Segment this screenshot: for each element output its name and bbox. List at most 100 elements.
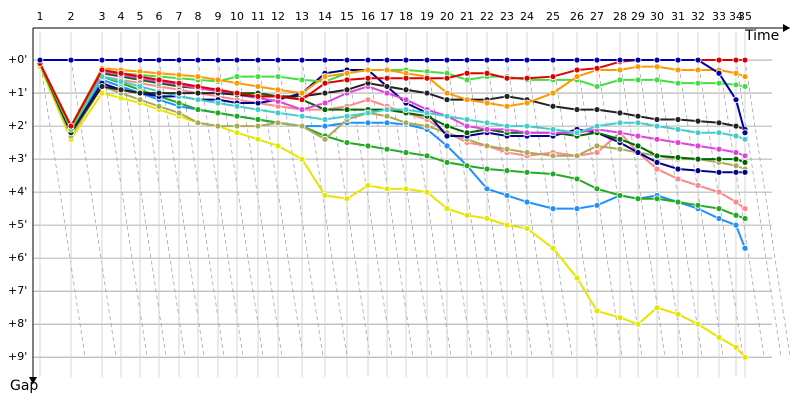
data-point <box>175 109 183 117</box>
data-point <box>523 56 531 64</box>
lap-line <box>466 60 513 358</box>
y-tick-label: +4' <box>8 185 27 198</box>
data-point <box>732 132 740 140</box>
data-point <box>694 182 702 189</box>
data-point <box>175 79 183 87</box>
data-point <box>694 201 702 209</box>
data-point <box>674 198 682 206</box>
data-point <box>593 149 601 156</box>
data-point <box>463 122 471 130</box>
lap-line <box>217 60 264 358</box>
x-tick-label: 35 <box>738 10 752 23</box>
data-point <box>715 168 723 176</box>
x-tick-label: 29 <box>631 10 645 23</box>
data-point <box>233 112 241 120</box>
data-point <box>98 56 106 64</box>
data-point <box>463 96 471 104</box>
data-point <box>383 145 391 153</box>
data-point <box>423 188 431 196</box>
data-point <box>634 76 642 84</box>
data-point <box>67 56 75 64</box>
data-point <box>254 92 262 100</box>
data-point <box>694 66 702 74</box>
data-point <box>653 122 661 130</box>
lap-line <box>277 60 324 358</box>
data-point <box>732 221 740 229</box>
data-point <box>634 149 642 156</box>
data-point <box>155 102 163 110</box>
data-point <box>732 122 740 130</box>
data-point <box>383 106 391 113</box>
data-point <box>732 155 740 163</box>
y-tick-label: +2' <box>8 119 27 132</box>
data-point <box>343 106 351 113</box>
data-point <box>443 159 451 166</box>
data-point <box>298 76 306 84</box>
data-point <box>634 56 642 64</box>
x-tick-label: 30 <box>650 10 664 23</box>
data-point <box>593 185 601 193</box>
data-point <box>573 56 581 64</box>
data-point <box>694 142 702 150</box>
data-point <box>117 56 125 64</box>
lap-line <box>506 60 553 358</box>
data-point <box>616 66 624 74</box>
lap-line <box>637 60 684 358</box>
x-tick-label: 19 <box>420 10 434 23</box>
data-point <box>194 89 202 97</box>
lap-line <box>101 60 148 358</box>
data-point <box>523 122 531 130</box>
data-point <box>214 56 222 64</box>
data-point <box>741 159 749 166</box>
data-point <box>616 145 624 153</box>
data-point <box>674 175 682 183</box>
lap-line <box>178 60 225 358</box>
x-tick-label: 24 <box>520 10 534 23</box>
data-point <box>741 215 749 222</box>
lap-line <box>596 60 643 358</box>
x-tick-label: 17 <box>380 10 394 23</box>
data-point <box>593 201 601 209</box>
data-point <box>549 56 557 64</box>
data-point <box>483 56 491 64</box>
data-point <box>443 89 451 97</box>
data-point <box>274 86 282 94</box>
data-point <box>573 152 581 160</box>
data-point <box>155 89 163 97</box>
x-tick-label: 12 <box>271 10 285 23</box>
lap-line <box>257 60 304 358</box>
data-point <box>483 125 491 133</box>
x-tick-label: 6 <box>156 10 163 23</box>
data-point <box>298 112 306 120</box>
data-point <box>741 73 749 80</box>
data-point <box>274 56 282 64</box>
data-point <box>364 74 372 82</box>
data-point <box>593 122 601 130</box>
data-point <box>634 195 642 203</box>
data-point <box>298 89 306 97</box>
data-point <box>503 102 511 110</box>
data-point <box>423 56 431 64</box>
data-point <box>674 154 682 161</box>
data-point <box>732 149 740 156</box>
data-point <box>674 79 682 87</box>
data-point <box>503 74 511 82</box>
data-point <box>321 106 329 113</box>
data-point <box>634 320 642 328</box>
data-point <box>254 135 262 143</box>
data-point <box>523 168 531 176</box>
data-point <box>254 56 262 64</box>
data-point <box>136 56 144 64</box>
data-point <box>136 96 144 104</box>
x-axis-title: Time <box>744 28 779 44</box>
data-point <box>194 96 202 104</box>
y-tick-label: +6' <box>8 251 27 264</box>
data-point <box>383 66 391 74</box>
data-point <box>298 122 306 130</box>
data-point <box>463 76 471 84</box>
data-point <box>503 122 511 130</box>
data-point <box>423 109 431 117</box>
lap-line <box>70 60 117 358</box>
y-tick-label: +9' <box>8 350 27 363</box>
